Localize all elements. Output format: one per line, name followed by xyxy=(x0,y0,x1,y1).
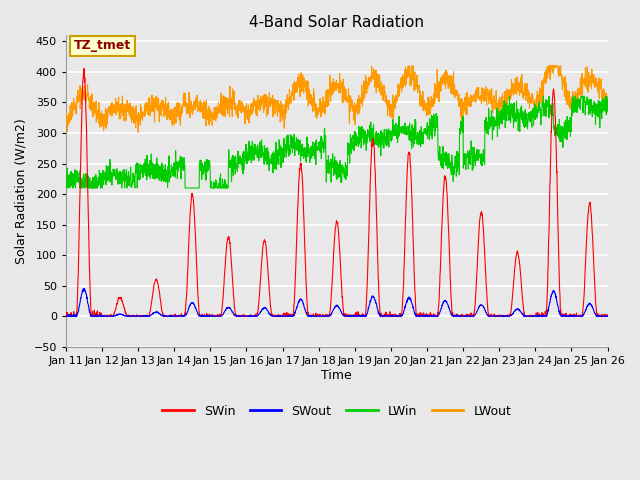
LWout xyxy=(62,112,70,118)
LWin xyxy=(572,94,579,99)
SWin xyxy=(556,299,564,304)
SWout xyxy=(80,286,88,291)
LWin xyxy=(213,184,221,190)
SWin xyxy=(365,241,372,247)
Title: 4-Band Solar Radiation: 4-Band Solar Radiation xyxy=(249,15,424,30)
SWin xyxy=(214,313,221,319)
X-axis label: Time: Time xyxy=(321,369,352,382)
LWout xyxy=(572,89,579,95)
SWin xyxy=(62,313,70,319)
LWout xyxy=(556,67,564,72)
LWin xyxy=(506,94,513,99)
LWout xyxy=(213,115,221,120)
SWout xyxy=(604,313,611,319)
SWout xyxy=(494,313,502,319)
LWin xyxy=(494,122,502,128)
SWin xyxy=(62,312,70,318)
SWout xyxy=(364,305,372,311)
SWin xyxy=(604,312,611,318)
SWin xyxy=(572,312,579,318)
LWout xyxy=(404,63,412,69)
LWout xyxy=(495,109,502,115)
SWin xyxy=(495,313,502,319)
LWin xyxy=(353,131,360,137)
SWout xyxy=(213,313,221,319)
LWout xyxy=(353,109,360,115)
LWin xyxy=(62,179,70,184)
Line: LWin: LWin xyxy=(66,96,607,188)
SWout xyxy=(62,313,70,319)
SWin xyxy=(353,313,360,319)
Line: LWout: LWout xyxy=(66,66,607,132)
LWin xyxy=(604,102,611,108)
Line: SWin: SWin xyxy=(66,68,607,316)
SWout xyxy=(556,310,564,316)
LWout xyxy=(364,79,372,85)
Legend: SWin, SWout, LWin, LWout: SWin, SWout, LWin, LWout xyxy=(157,400,516,423)
LWout xyxy=(134,130,142,135)
LWout xyxy=(604,97,611,103)
SWout xyxy=(353,312,360,318)
Y-axis label: Solar Radiation (W/m2): Solar Radiation (W/m2) xyxy=(15,118,28,264)
LWin xyxy=(62,185,70,191)
Text: TZ_tmet: TZ_tmet xyxy=(74,39,131,52)
LWin xyxy=(364,130,372,136)
LWin xyxy=(556,139,564,144)
Line: SWout: SWout xyxy=(66,288,607,316)
SWin xyxy=(80,65,88,71)
SWout xyxy=(571,313,579,319)
